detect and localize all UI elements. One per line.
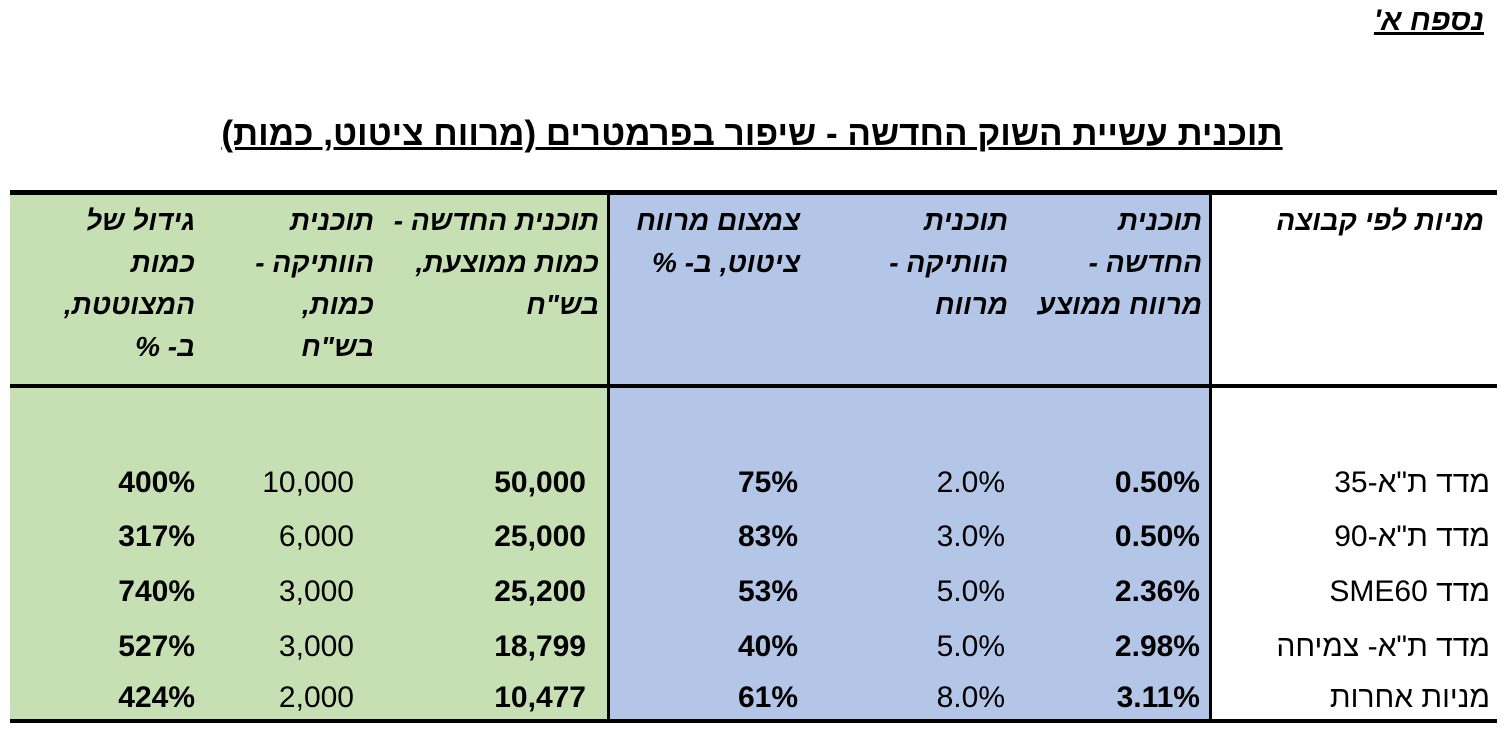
cell-new-quantity: 25,000 bbox=[494, 520, 586, 553]
spread-section-background bbox=[610, 193, 1210, 720]
cell-new-quantity: 25,200 bbox=[494, 575, 586, 608]
cell-old-spread: 2.0% bbox=[936, 466, 1005, 499]
header-old-spread: תוכנית הוותיקה - מרווח bbox=[889, 205, 1008, 320]
cell-old-quantity: 3,000 bbox=[278, 575, 354, 608]
cell-spread-reduction: 75% bbox=[737, 466, 798, 499]
cell-old-spread: 5.0% bbox=[936, 575, 1005, 608]
row-group-label: מדד ת"א-90 bbox=[1334, 520, 1490, 553]
cell-old-quantity: 6,000 bbox=[278, 520, 354, 553]
cell-new-quantity: 18,799 bbox=[494, 630, 586, 663]
cell-old-spread: 5.0% bbox=[936, 630, 1005, 663]
header-spread-reduction: צמצום מרווח ציטוט, ב- % bbox=[636, 205, 800, 278]
cell-quantity-growth: 400% bbox=[118, 466, 195, 499]
cell-old-quantity: 2,000 bbox=[278, 681, 354, 714]
header-old-quantity: תוכנית הוותיקה - כמות, בש"ח bbox=[255, 205, 374, 362]
cell-quantity-growth: 740% bbox=[118, 575, 195, 608]
cell-new-spread: 2.98% bbox=[1114, 630, 1200, 663]
header-quantity-growth: גידול של כמות המצוטטת, ב- % bbox=[63, 205, 195, 362]
cell-new-spread: 0.50% bbox=[1114, 466, 1200, 499]
header-bottom-border bbox=[10, 384, 1497, 388]
cell-new-spread: 3.11% bbox=[1116, 681, 1200, 714]
cell-spread-reduction: 61% bbox=[737, 681, 798, 714]
header-group: מניות לפי קבוצה bbox=[1276, 205, 1484, 236]
cell-old-spread: 8.0% bbox=[936, 681, 1005, 714]
row-group-label: מדד SME60 bbox=[1329, 575, 1490, 608]
column-divider-quantity bbox=[607, 193, 610, 723]
cell-spread-reduction: 53% bbox=[737, 575, 798, 608]
page-title: תוכנית עשיית השוק החדשה - שיפור בפרמטרים… bbox=[221, 114, 1283, 153]
cell-new-spread: 2.36% bbox=[1114, 575, 1200, 608]
appendix-label: נספח א' bbox=[1373, 4, 1484, 37]
row-group-label: מדד ת"א- צמיחה bbox=[1276, 630, 1490, 663]
row-group-label: מדד ת"א-35 bbox=[1334, 466, 1490, 499]
cell-quantity-growth: 424% bbox=[118, 681, 195, 714]
cell-new-quantity: 10,477 bbox=[494, 681, 586, 714]
header-new-spread: תוכנית החדשה - מרווח ממוצע bbox=[1037, 205, 1202, 320]
cell-new-quantity: 50,000 bbox=[494, 466, 586, 499]
cell-old-quantity: 3,000 bbox=[278, 630, 354, 663]
cell-quantity-growth: 527% bbox=[118, 630, 195, 663]
quantity-section-background bbox=[10, 193, 608, 720]
cell-spread-reduction: 83% bbox=[737, 520, 798, 553]
cell-new-spread: 0.50% bbox=[1114, 520, 1200, 553]
row-group-label: מניות אחרות bbox=[1329, 681, 1490, 714]
cell-spread-reduction: 40% bbox=[737, 630, 798, 663]
header-new-quantity: תוכנית החדשה - כמות ממוצעת, בש"ח bbox=[393, 205, 599, 320]
cell-old-quantity: 10,000 bbox=[262, 466, 354, 499]
cell-old-spread: 3.0% bbox=[936, 520, 1005, 553]
table-top-border bbox=[10, 190, 1497, 195]
table-bottom-border bbox=[10, 719, 1497, 723]
column-divider-spread bbox=[1209, 193, 1212, 723]
cell-quantity-growth: 317% bbox=[118, 520, 195, 553]
